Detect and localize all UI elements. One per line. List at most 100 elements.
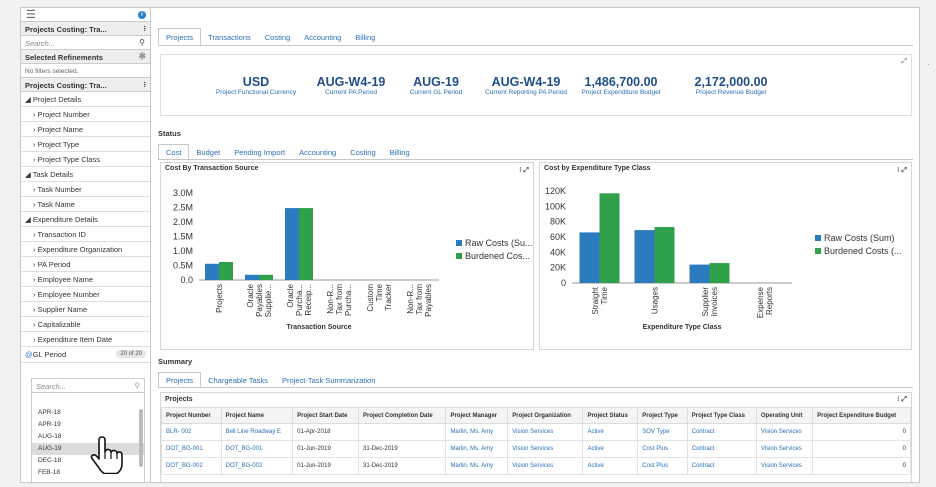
summary-tab-projects[interactable]: Projects [158,372,202,388]
subject-area-title[interactable]: Projects Costing: Tra... ⁝ [21,22,150,36]
chart-menu-icon[interactable]: ⁝ ⤢ [897,167,907,174]
kpi-tile[interactable]: 2,172,000.00 Project Revenue Budget [686,75,776,97]
tree-item[interactable]: › Task Number [21,182,150,197]
subject-area-title-2[interactable]: Projects Costing: Tra... ⁝ [21,78,150,92]
tree-group[interactable]: ◢ Project Details [21,92,150,107]
gl-period-option[interactable]: FEB-18 [38,469,61,476]
table-cell[interactable]: Vision Services [507,457,584,475]
table-cell[interactable]: Contract [686,440,757,458]
legend-label[interactable]: Raw Costs (Su... [465,238,533,248]
kebab-menu-icon[interactable]: ⁝ [143,24,146,33]
column-header[interactable]: Project Completion Date [358,407,447,424]
tree-item[interactable]: › Supplier Name [21,302,150,317]
tab-accounting[interactable]: Accounting [304,33,342,42]
bar-raw-costs-sum-[interactable] [579,232,600,283]
table-cell[interactable]: Marlin, Ms. Amy [445,423,509,441]
table-cell[interactable]: Vision Services [755,440,814,458]
table-cell[interactable]: BLR- 002 [161,423,222,441]
tree-item[interactable]: › Project Number [21,107,150,122]
table-cell[interactable]: Active [582,457,639,475]
gl-period-option[interactable]: AUG-19 [32,443,144,455]
table-cell[interactable]: DOT_BG-002 [220,457,294,475]
kpi-tile[interactable]: AUG-W4-19 Current Reporting PA Period [481,75,571,97]
gl-period-option[interactable]: DEC-18 [38,457,62,464]
expand-arrow-icon[interactable]: › [33,260,38,269]
search-icon[interactable]: ⚲ [134,381,141,390]
kpi-tile[interactable]: AUG-19 Current GL Period [401,75,471,97]
table-cell[interactable]: Active [582,440,639,458]
table-cell[interactable]: Marlin, Ms. Amy [445,440,509,458]
table-menu-icon[interactable]: ⁝ ⤢ [897,396,907,403]
table-cell[interactable]: Bell Line Roadway E [220,423,294,441]
table-cell[interactable]: Vision Services [755,457,814,475]
pin-icon[interactable]: ✱ [138,51,146,61]
chart-menu-icon[interactable]: ⁝ ⤢ [519,167,529,174]
tree-item[interactable]: › PA Period [21,257,150,272]
bar-raw-costs-su-[interactable] [245,274,259,280]
gl-period-option[interactable]: APR-18 [38,409,61,416]
expand-arrow-icon[interactable]: › [33,110,38,119]
expand-arrow-icon[interactable]: › [33,290,38,299]
legend-label[interactable]: Burdened Costs (... [824,246,902,256]
tree-item[interactable]: › Project Type Class [21,152,150,167]
tree-item[interactable]: › Task Name [21,197,150,212]
table-cell[interactable]: Contract [686,423,757,441]
column-header[interactable]: Project Start Date [292,407,360,424]
kpi-tile[interactable]: USD Project Functional Currency [211,75,301,97]
tree-group[interactable]: ◢ Task Details [21,167,150,182]
bar-raw-costs-su-[interactable] [285,208,299,280]
tab-billing[interactable]: Billing [355,33,376,42]
tree-item[interactable]: › Transaction ID [21,227,150,242]
expand-arrow-icon[interactable]: › [33,140,38,149]
gl-period-search-input[interactable]: Search... ⚲ [32,379,144,393]
hamburger-menu-icon[interactable]: ☰ [26,9,36,21]
expand-arrow-icon[interactable]: › [33,185,38,194]
bar-raw-costs-sum-[interactable] [689,264,710,283]
summary-tab-chargeable-tasks[interactable]: Chargeable Tasks [208,376,268,385]
bar-raw-costs-sum-[interactable] [634,230,655,283]
tree-item[interactable]: › Expenditure Organization [21,242,150,257]
table-row[interactable]: BLR- 002 Bell Line Roadway E 01-Apr-2018 Ma… [161,423,911,441]
tree-group[interactable]: ◢ Expenditure Details [21,212,150,227]
bar-burdened-cos-[interactable] [299,208,313,280]
column-header[interactable]: Project Organization [507,407,584,424]
expand-arrow-icon[interactable]: › [33,245,38,254]
status-tab-cost[interactable]: Cost [158,144,190,160]
gl-period-option[interactable]: AUG-18 [38,433,62,440]
bar-burdened-cos-[interactable] [219,262,233,280]
column-header[interactable]: Project Type [637,407,688,424]
tab-projects[interactable]: Projects [158,28,202,46]
expand-arrow-icon[interactable]: › [33,275,38,284]
table-cell[interactable]: DOT_BG-001 [220,440,294,458]
bar-burdened-costs-[interactable] [709,263,730,283]
tab-costing[interactable]: Costing [264,33,291,42]
bar-raw-costs-su-[interactable] [205,263,219,280]
table-cell[interactable]: SOV Type [637,423,688,441]
bar-burdened-cos-[interactable] [259,274,273,280]
status-tab-pending-import[interactable]: Pending Import [234,148,286,157]
kebab-menu-icon[interactable]: ⁝ [143,80,146,89]
table-cell[interactable]: Vision Services [755,423,814,441]
status-tab-billing[interactable]: Billing [389,148,410,157]
expand-arrow-icon[interactable]: › [33,230,38,239]
table-cell[interactable]: Marlin, Ms. Amy [445,457,509,475]
kpi-tile[interactable]: 1,486,700.00 Project Expenditure Budget [576,75,666,97]
legend-label[interactable]: Raw Costs (Sum) [824,233,895,243]
expand-arrow-icon[interactable]: › [33,335,38,344]
expand-arrow-icon[interactable]: › [33,125,38,134]
kpi-tile[interactable]: AUG-W4-19 Current PA Period [311,75,391,97]
column-header[interactable]: Project Name [220,407,294,424]
column-header[interactable]: Project Expenditure Budget [812,407,911,424]
tab-transactions[interactable]: Transactions [208,33,251,42]
bar-burdened-costs-[interactable] [654,227,675,283]
expand-arrow-icon[interactable]: › [33,305,38,314]
table-cell[interactable]: Contract [686,457,757,475]
collapse-arrow-icon[interactable]: ◢ [25,95,33,104]
table-cell[interactable]: Vision Services [507,440,584,458]
column-header[interactable]: Project Status [582,407,639,424]
table-cell[interactable]: DOT_BG-002 [161,457,222,475]
info-icon[interactable]: i [138,11,146,19]
gl-period-filter[interactable]: @GL Period 20 of 20 [21,347,150,363]
table-cell[interactable]: Cost Plus [637,440,688,458]
tree-item[interactable]: › Project Type [21,137,150,152]
